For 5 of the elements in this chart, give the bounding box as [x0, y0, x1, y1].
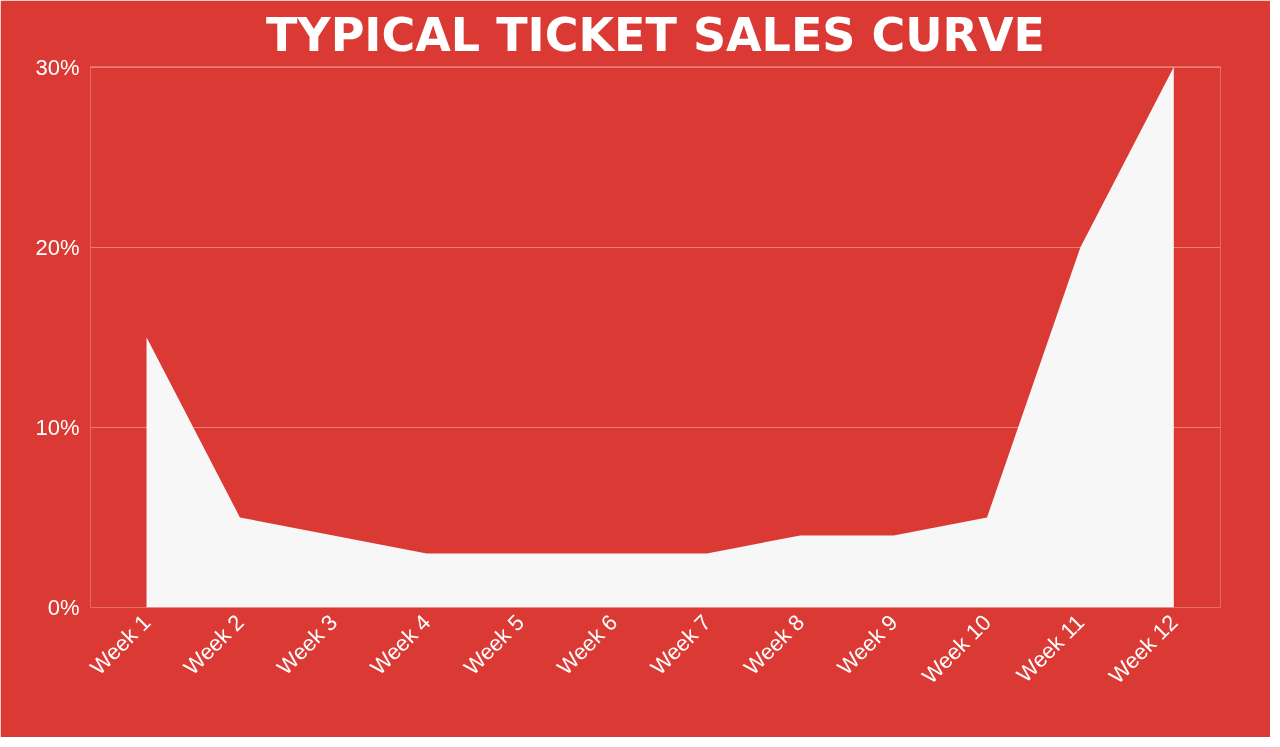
y-tick-label: 10%: [35, 414, 80, 440]
y-tick-label: 20%: [35, 234, 80, 260]
y-tick-label: 30%: [35, 54, 80, 80]
y-tick-label: 0%: [47, 595, 80, 620]
chart-title: TYPICAL TICKET SALES CURVE: [265, 7, 1046, 62]
